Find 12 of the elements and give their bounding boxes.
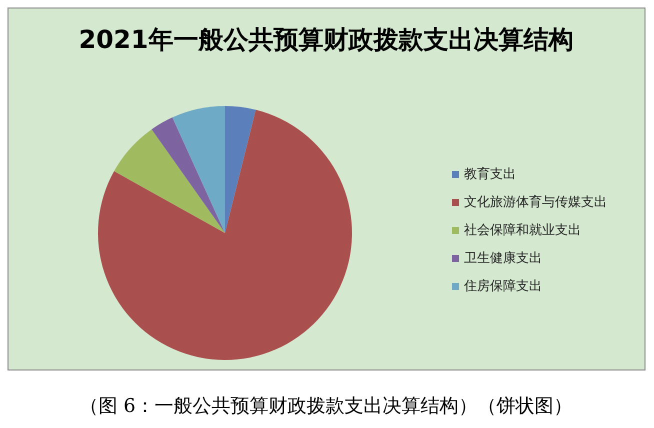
legend-label: 文化旅游体育与传媒支出 <box>464 194 607 210</box>
legend-label: 社会保障和就业支出 <box>464 223 581 238</box>
pie-slice <box>98 110 352 360</box>
chart-title: 2021年一般公共预算财政拨款支出决算结构 <box>78 25 574 54</box>
legend-label: 住房保障支出 <box>463 278 542 294</box>
pie-slice <box>225 106 256 233</box>
legend-label: 教育支出 <box>464 166 516 182</box>
pie-slice <box>114 129 225 233</box>
text: （图 6：一般公共预算财政拨款支出决算结构）（饼状图） <box>79 395 573 417</box>
legend-label: 卫生健康支出 <box>464 251 542 266</box>
pie-slice <box>172 106 225 233</box>
pie-slice <box>152 117 225 233</box>
